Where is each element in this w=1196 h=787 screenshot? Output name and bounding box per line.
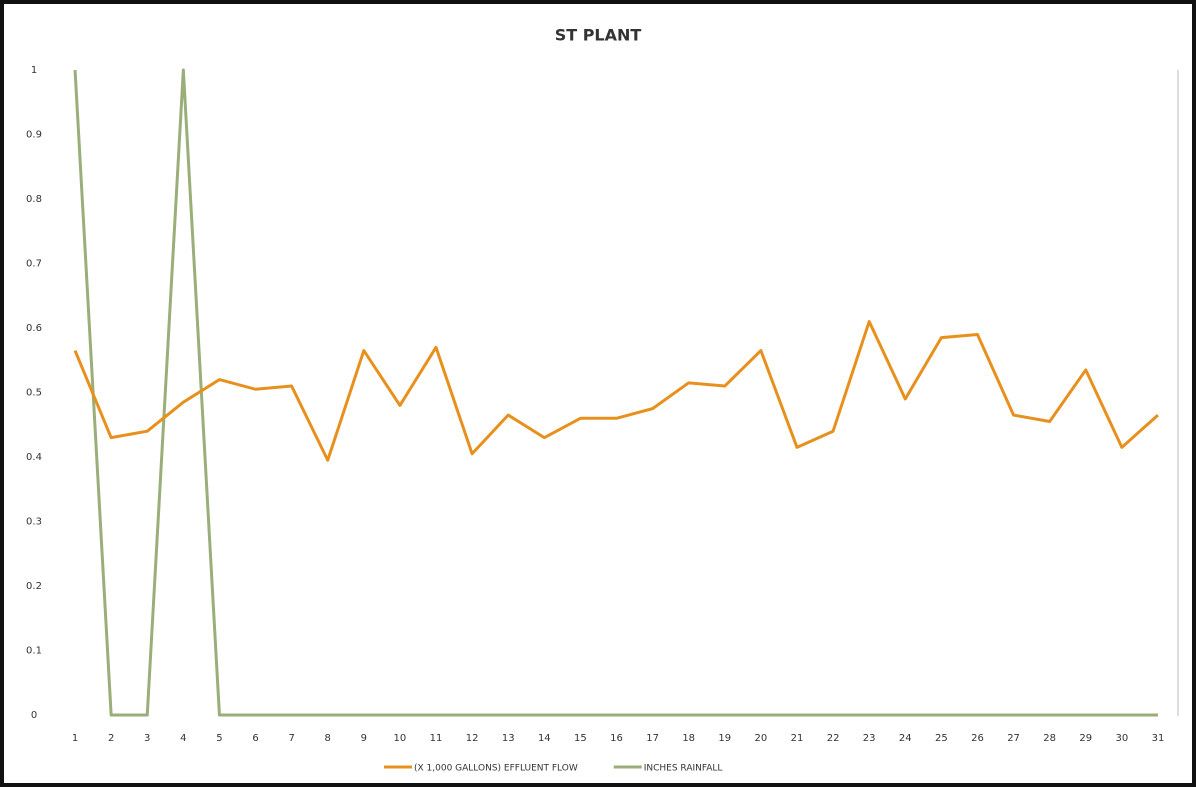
x-tick-label: 12 [466, 733, 479, 744]
x-tick-label: 3 [144, 733, 150, 744]
x-tick-label: 18 [682, 733, 695, 744]
x-tick-label: 25 [935, 733, 948, 744]
legend-label: INCHES RAINFALL [644, 764, 723, 774]
x-tick-label: 9 [361, 733, 367, 744]
x-tick-label: 17 [646, 733, 659, 744]
x-tick-label: 24 [899, 733, 912, 744]
x-tick-label: 15 [574, 733, 587, 744]
x-tick-label: 2 [108, 733, 114, 744]
y-tick-label: 0 [31, 710, 37, 721]
x-tick-label: 1 [72, 733, 78, 744]
x-tick-label: 13 [502, 733, 515, 744]
x-tick-label: 11 [430, 733, 443, 744]
x-tick-label: 22 [827, 733, 840, 744]
x-tick-label: 29 [1079, 733, 1092, 744]
y-tick-label: 0.4 [26, 452, 42, 463]
x-tick-label: 16 [610, 733, 623, 744]
x-tick-label: 14 [538, 733, 551, 744]
y-tick-label: 0.1 [26, 646, 42, 657]
x-tick-label: 23 [863, 733, 876, 744]
x-tick-label: 4 [180, 733, 186, 744]
y-tick-label: 0.8 [26, 194, 42, 205]
y-tick-label: 0.2 [26, 581, 42, 592]
x-tick-label: 10 [394, 733, 407, 744]
y-tick-label: 0.9 [26, 130, 42, 141]
x-tick-label: 26 [971, 733, 984, 744]
x-tick-label: 21 [791, 733, 804, 744]
x-tick-label: 8 [325, 733, 331, 744]
x-tick-label: 7 [288, 733, 294, 744]
x-tick-label: 30 [1115, 733, 1128, 744]
x-tick-label: 31 [1152, 733, 1165, 744]
series-line [73, 320, 1159, 462]
chart-title: ST PLANT [555, 26, 642, 45]
x-tick-label: 6 [252, 733, 258, 744]
x-tick-label: 5 [216, 733, 222, 744]
series-line [73, 68, 1158, 717]
x-tick-label: 27 [1007, 733, 1020, 744]
x-tick-label: 19 [718, 733, 731, 744]
y-tick-label: 0.3 [26, 517, 42, 528]
legend-label: (X 1,000 GALLONS) EFFLUENT FLOW [414, 764, 578, 774]
x-tick-label: 20 [755, 733, 768, 744]
y-tick-label: 0.6 [26, 323, 42, 334]
y-tick-label: 0.7 [26, 259, 42, 270]
y-tick-label: 0.5 [26, 388, 42, 399]
x-tick-label: 28 [1043, 733, 1056, 744]
y-tick-label: 1 [31, 65, 37, 76]
